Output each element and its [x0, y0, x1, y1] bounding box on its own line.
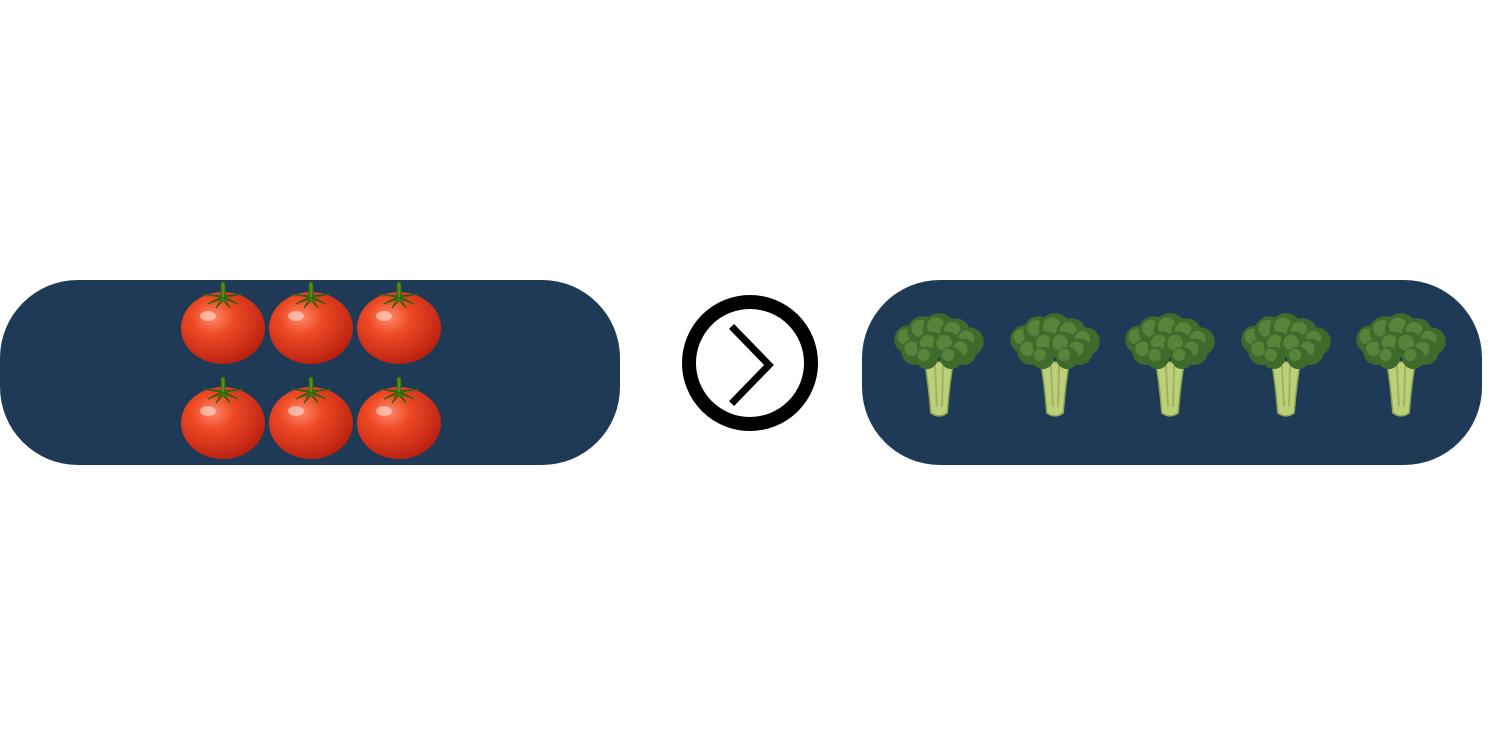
- tomato-icon: [354, 278, 444, 372]
- tomato-icon: [269, 376, 353, 459]
- chevron-right-icon: [729, 324, 774, 406]
- tomato-icon: [178, 278, 268, 372]
- tomato-icon: [269, 281, 353, 364]
- broccoli-icon: [894, 313, 984, 417]
- tomato-icon: [266, 373, 356, 467]
- broccoli-icon: [998, 305, 1112, 427]
- broccoli-icon: [1113, 305, 1227, 427]
- tomato-icon: [357, 376, 441, 459]
- tomato-icon: [357, 281, 441, 364]
- tomato-icon: [354, 373, 444, 467]
- broccoli-icon: [1125, 313, 1215, 417]
- tomato-icon: [181, 376, 265, 459]
- tomato-icon: [181, 281, 265, 364]
- broccoli-icon: [882, 305, 996, 427]
- broccoli-icon: [1010, 313, 1100, 417]
- broccoli-icon: [1344, 305, 1458, 427]
- broccoli-icon: [1241, 313, 1331, 417]
- tomato-icon: [266, 278, 356, 372]
- broccoli-icon: [1356, 313, 1446, 417]
- tomato-icon: [178, 373, 268, 467]
- broccoli-icon: [1229, 305, 1343, 427]
